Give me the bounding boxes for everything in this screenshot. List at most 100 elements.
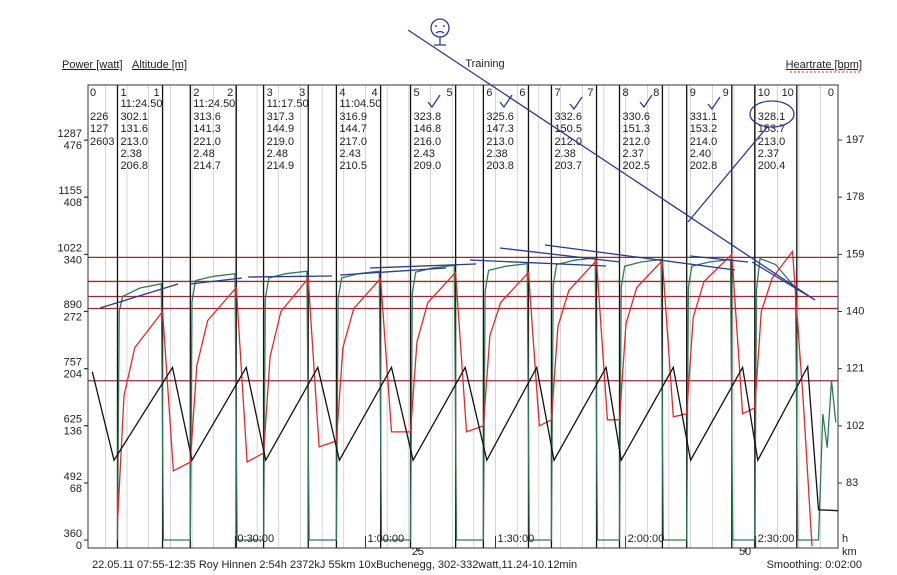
interval-power: 317.3 — [267, 111, 295, 123]
summary-power: 226 — [90, 111, 108, 123]
interval-extra-3: 202.5 — [623, 160, 651, 172]
y3-tick-label: 1287 — [58, 128, 82, 140]
interval-time: 11:17.50 — [267, 98, 309, 110]
interval-power: 313.6 — [193, 111, 221, 123]
interval-heartrate: 144.7 — [339, 123, 367, 135]
interval-extra-1: 212.0 — [623, 136, 651, 148]
smoothing: Smoothing: 0:02:00 — [767, 559, 862, 571]
y3-tick-label: 492 — [64, 471, 82, 483]
interval-extra-1: 216.0 — [414, 136, 442, 148]
interval-heartrate: 151.3 — [623, 123, 651, 135]
interval-extra-1: 214.0 — [690, 136, 718, 148]
interval-extra-1: 213.0 — [120, 136, 148, 148]
summary-extra: 2603 — [90, 136, 114, 148]
interval-heartrate: 150.5 — [554, 123, 582, 135]
interval-extra-3: 200.4 — [758, 160, 786, 172]
interval-extra-3: 214.9 — [267, 160, 295, 172]
interval-label: 10 — [758, 87, 770, 99]
x-tick-label: 1:00:00 — [367, 533, 404, 545]
interval-extra-3: 210.5 — [339, 160, 367, 172]
interval-extra-2: 2.38 — [120, 148, 141, 160]
interval-power: 332.6 — [554, 111, 582, 123]
interval-extra-2: 2.43 — [414, 148, 435, 160]
interval-power: 302.1 — [120, 111, 148, 123]
interval-extra-3: 206.8 — [120, 160, 148, 172]
y-tick-label: 204 — [64, 369, 82, 381]
interval-power: 325.6 — [486, 111, 514, 123]
legend-entry: Altitude [m] — [132, 59, 187, 71]
interval-extra-1: 219.0 — [267, 136, 295, 148]
interval-power: 331.1 — [690, 111, 718, 123]
x-tick-label: 2:00:00 — [628, 533, 665, 545]
interval-extra-3: 202.8 — [690, 160, 718, 172]
y-tick-label: 340 — [64, 254, 82, 266]
interval-extra-2: 2.37 — [758, 148, 779, 160]
interval-time: 11:04.50 — [339, 98, 381, 110]
summary-label: 0 — [90, 87, 96, 99]
interval-power: 323.8 — [414, 111, 442, 123]
interval-label: 5 — [414, 87, 420, 99]
y-tick-label: 272 — [64, 311, 82, 323]
interval-label: 7 — [554, 87, 560, 99]
interval-heartrate: 144.9 — [267, 123, 295, 135]
interval-extra-3: 214.7 — [193, 160, 221, 172]
summary-heartrate: 127 — [90, 123, 108, 135]
legend-entry: Power [watt] — [62, 59, 123, 71]
interval-extra-2: 2.48 — [267, 148, 288, 160]
chart: Training 0:30:001:00:001:30:002:00:002:3… — [0, 0, 897, 575]
interval-heartrate: 131.6 — [120, 123, 148, 135]
y3-tick-label: 1022 — [58, 242, 82, 254]
y2-tick-label: 83 — [846, 477, 858, 489]
y3-tick-label: 890 — [64, 299, 82, 311]
legend-entry: Heartrate [bpm] — [786, 59, 862, 71]
interval-label: 7 — [587, 87, 593, 99]
interval-heartrate: 153.2 — [690, 123, 718, 135]
footer: 22.05.11 07:55-12:35 Roy Hinnen 2:54h 23… — [92, 559, 577, 571]
interval-extra-2: 2.48 — [193, 148, 214, 160]
y3-tick-label: 625 — [64, 414, 82, 426]
interval-power: 330.6 — [623, 111, 651, 123]
interval-heartrate: 141.3 — [193, 123, 221, 135]
y-tick-label: 0 — [76, 540, 82, 552]
interval-power: 328.1 — [758, 111, 786, 123]
interval-extra-1: 213.0 — [486, 136, 514, 148]
y3-tick-label: 1155 — [58, 185, 82, 197]
x-tick-label: 2:30:00 — [758, 533, 795, 545]
interval-label: 8 — [623, 87, 629, 99]
interval-extra-1: 213.0 — [758, 136, 786, 148]
interval-extra-2: 2.37 — [623, 148, 644, 160]
interval-heartrate: 147.3 — [486, 123, 514, 135]
interval-time: 11:24.50 — [120, 98, 162, 110]
interval-extra-2: 2.43 — [339, 148, 360, 160]
y-tick-label: 136 — [64, 426, 82, 438]
interval-extra-2: 2.38 — [486, 148, 507, 160]
interval-extra-3: 203.8 — [486, 160, 514, 172]
interval-label: 9 — [690, 87, 696, 99]
interval-extra-2: 2.40 — [690, 148, 711, 160]
y2-tick-label: 159 — [846, 248, 864, 260]
y3-tick-label: 360 — [64, 528, 82, 540]
y-tick-label: 476 — [64, 140, 82, 152]
x2-axis-unit: km — [842, 546, 857, 558]
interval-label: 8 — [653, 87, 659, 99]
y2-tick-label: 178 — [846, 191, 864, 203]
y-tick-label: 408 — [64, 197, 82, 209]
y2-tick-label: 197 — [846, 134, 864, 146]
interval-label: 10 — [782, 87, 794, 99]
interval-extra-3: 209.0 — [414, 160, 442, 172]
interval-extra-1: 221.0 — [193, 136, 221, 148]
interval-extra-1: 217.0 — [339, 136, 367, 148]
y2-tick-label: 102 — [846, 420, 864, 432]
y2-tick-label: 121 — [846, 363, 864, 375]
x-tick-label: 1:30:00 — [498, 533, 535, 545]
interval-label: 6 — [519, 87, 525, 99]
x-axis-unit: h — [842, 533, 848, 545]
x-tick-label: 0:30:00 — [237, 533, 274, 545]
x2-tick-label: 50 — [739, 546, 751, 558]
interval-label: 6 — [486, 87, 492, 99]
x2-tick-label: 25 — [412, 546, 424, 558]
interval-power: 316.9 — [339, 111, 367, 123]
y3-tick-label: 757 — [64, 357, 82, 369]
y-tick-label: 68 — [70, 483, 82, 495]
interval-time: 11:24.50 — [193, 98, 235, 110]
